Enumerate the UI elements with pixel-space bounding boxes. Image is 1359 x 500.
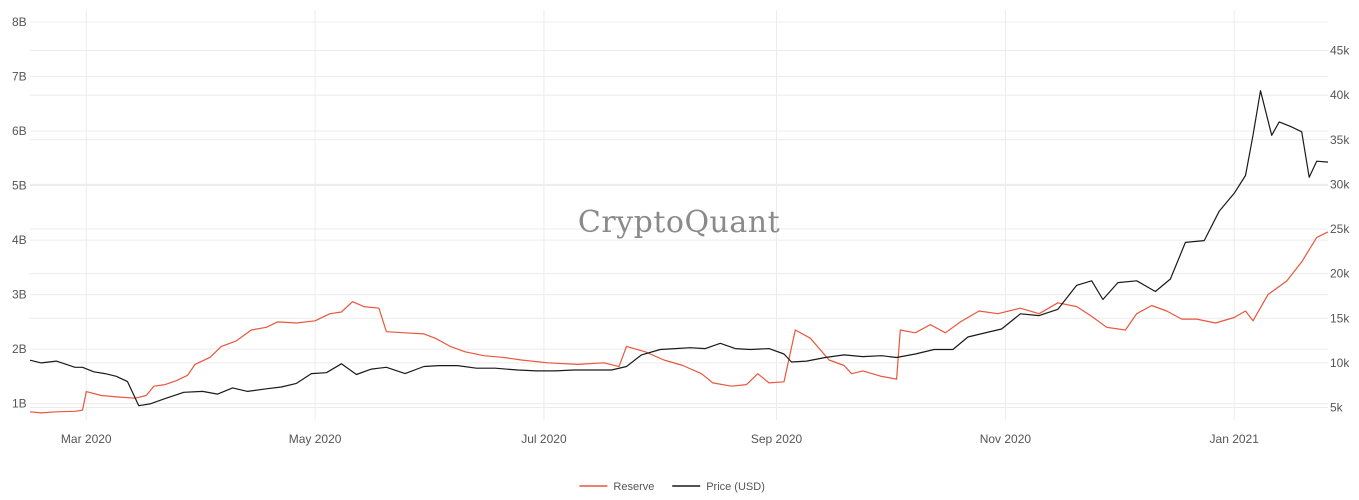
legend-item[interactable]: Reserve (579, 481, 654, 493)
legend-item[interactable]: Price (USD) (672, 481, 765, 493)
y-right-tick-label: 20k (1330, 267, 1350, 281)
y-right-tick-label: 45k (1330, 44, 1350, 58)
legend-label: Price (USD) (706, 481, 765, 493)
y-right-tick-label: 25k (1330, 222, 1350, 236)
x-tick-label: Jan 2021 (1210, 432, 1260, 446)
x-tick-label: Jul 2020 (521, 432, 567, 446)
y-left-tick-label: 7B (12, 70, 27, 84)
x-tick-label: Nov 2020 (980, 432, 1032, 446)
y-right-tick-label: 40k (1330, 88, 1350, 102)
y-left-tick-label: 3B (12, 288, 27, 302)
y-left-tick-label: 2B (12, 342, 27, 356)
x-tick-label: Sep 2020 (751, 432, 803, 446)
y-left-tick-label: 6B (12, 124, 27, 138)
y-right-tick-label: 15k (1330, 311, 1350, 325)
y-right-tick-label: 30k (1330, 177, 1350, 191)
series-line-reserve (29, 231, 1329, 414)
y-left-tick-label: 8B (12, 15, 27, 29)
series-layer (29, 90, 1329, 414)
legend-label: Reserve (613, 481, 654, 493)
y-left-tick-label: 1B (12, 397, 27, 411)
y-right-tick-label: 35k (1330, 133, 1350, 147)
grid (30, 10, 1328, 420)
x-tick-label: May 2020 (289, 432, 342, 446)
x-tick-label: Mar 2020 (61, 432, 112, 446)
y-left-tick-label: 5B (12, 179, 27, 193)
legend[interactable]: Reserve Price (USD) (579, 481, 765, 493)
axes: Mar 2020 May 2020 Jul 2020 Sep 2020 Nov 2020… (12, 15, 1350, 446)
series-line-price-usd (29, 90, 1329, 407)
y-left-tick-label: 4B (12, 233, 27, 247)
y-right-tick-label: 5k (1330, 401, 1344, 415)
watermark: CryptoQuant (578, 205, 780, 240)
y-right-tick-label: 10k (1330, 356, 1350, 370)
